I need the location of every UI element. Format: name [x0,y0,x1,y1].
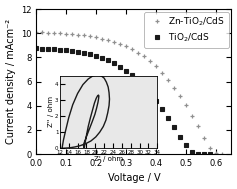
TiO$_2$/CdS [197,153,200,155]
Zn-TiO$_2$/CdS [167,79,170,81]
Y-axis label: Current density / mAcm⁻²: Current density / mAcm⁻² [5,19,16,144]
TiO$_2$/CdS [107,59,110,61]
Zn-TiO$_2$/CdS [89,35,92,37]
Zn-TiO$_2$/CdS [65,33,68,35]
Zn-TiO$_2$/CdS [221,153,224,155]
Line: Zn-TiO$_2$/CdS: Zn-TiO$_2$/CdS [34,30,225,156]
Zn-TiO$_2$/CdS [161,71,164,74]
TiO$_2$/CdS [209,153,212,155]
TiO$_2$/CdS [101,57,104,59]
Zn-TiO$_2$/CdS [83,34,86,36]
Zn-TiO$_2$/CdS [215,151,218,154]
TiO$_2$/CdS [149,92,152,94]
TiO$_2$/CdS [203,153,206,155]
TiO$_2$/CdS [167,117,170,119]
TiO$_2$/CdS [71,50,74,52]
TiO$_2$/CdS [89,53,92,55]
Zn-TiO$_2$/CdS [71,33,74,35]
TiO$_2$/CdS [59,49,62,51]
TiO$_2$/CdS [131,74,134,76]
Zn-TiO$_2$/CdS [155,65,158,68]
TiO$_2$/CdS [41,47,44,50]
Zn-TiO$_2$/CdS [185,104,188,107]
Zn-TiO$_2$/CdS [203,137,206,139]
TiO$_2$/CdS [35,47,38,50]
Zn-TiO$_2$/CdS [35,31,38,33]
TiO$_2$/CdS [161,108,164,110]
Zn-TiO$_2$/CdS [41,31,44,33]
Zn-TiO$_2$/CdS [137,51,140,54]
Zn-TiO$_2$/CdS [59,32,62,35]
TiO$_2$/CdS [155,99,158,102]
Zn-TiO$_2$/CdS [191,115,194,117]
TiO$_2$/CdS [65,49,68,51]
TiO$_2$/CdS [95,55,98,57]
TiO$_2$/CdS [77,51,80,53]
TiO$_2$/CdS [185,144,188,146]
X-axis label: Voltage / V: Voltage / V [108,174,160,184]
Zn-TiO$_2$/CdS [95,36,98,38]
TiO$_2$/CdS [191,150,194,153]
TiO$_2$/CdS [179,135,182,138]
Zn-TiO$_2$/CdS [197,125,200,128]
Zn-TiO$_2$/CdS [53,32,56,34]
Zn-TiO$_2$/CdS [173,86,176,89]
Zn-TiO$_2$/CdS [209,147,212,149]
Zn-TiO$_2$/CdS [113,41,116,43]
Zn-TiO$_2$/CdS [119,43,122,45]
TiO$_2$/CdS [47,48,50,50]
Zn-TiO$_2$/CdS [143,55,146,57]
Zn-TiO$_2$/CdS [101,37,104,40]
Zn-TiO$_2$/CdS [107,39,110,41]
TiO$_2$/CdS [113,62,116,64]
Zn-TiO$_2$/CdS [149,60,152,62]
TiO$_2$/CdS [143,85,146,88]
Zn-TiO$_2$/CdS [125,45,128,47]
Zn-TiO$_2$/CdS [47,32,50,34]
Line: TiO$_2$/CdS: TiO$_2$/CdS [34,46,213,156]
TiO$_2$/CdS [125,69,128,72]
TiO$_2$/CdS [137,79,140,81]
Zn-TiO$_2$/CdS [179,95,182,97]
TiO$_2$/CdS [119,65,122,68]
Zn-TiO$_2$/CdS [77,33,80,36]
TiO$_2$/CdS [83,52,86,54]
TiO$_2$/CdS [173,126,176,128]
Zn-TiO$_2$/CdS [131,48,134,50]
Legend: Zn-TiO$_2$/CdS, TiO$_2$/CdS: Zn-TiO$_2$/CdS, TiO$_2$/CdS [144,12,229,48]
TiO$_2$/CdS [53,48,56,50]
